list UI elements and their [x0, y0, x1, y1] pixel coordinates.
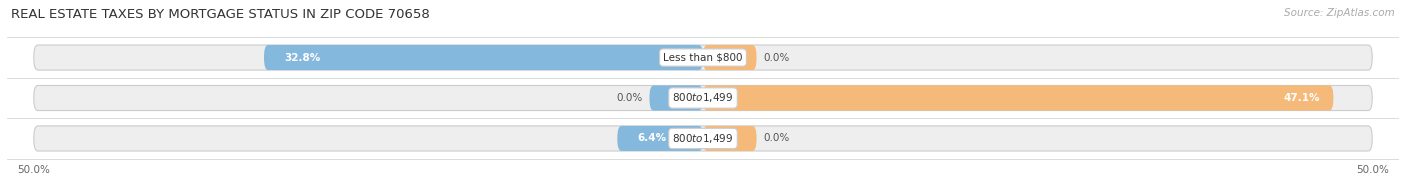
- Text: $800 to $1,499: $800 to $1,499: [672, 132, 734, 145]
- Text: 0.0%: 0.0%: [763, 53, 790, 63]
- FancyBboxPatch shape: [617, 126, 703, 151]
- Text: 0.0%: 0.0%: [763, 133, 790, 143]
- FancyBboxPatch shape: [703, 126, 756, 151]
- Text: Less than $800: Less than $800: [664, 53, 742, 63]
- Text: 47.1%: 47.1%: [1284, 93, 1320, 103]
- FancyBboxPatch shape: [264, 45, 703, 70]
- FancyBboxPatch shape: [703, 45, 756, 70]
- Text: Source: ZipAtlas.com: Source: ZipAtlas.com: [1284, 8, 1395, 18]
- FancyBboxPatch shape: [34, 85, 1372, 111]
- FancyBboxPatch shape: [34, 45, 1372, 70]
- Text: 32.8%: 32.8%: [284, 53, 321, 63]
- Text: $800 to $1,499: $800 to $1,499: [672, 92, 734, 104]
- FancyBboxPatch shape: [650, 85, 703, 111]
- Text: 0.0%: 0.0%: [616, 93, 643, 103]
- FancyBboxPatch shape: [34, 126, 1372, 151]
- Text: REAL ESTATE TAXES BY MORTGAGE STATUS IN ZIP CODE 70658: REAL ESTATE TAXES BY MORTGAGE STATUS IN …: [11, 8, 430, 21]
- FancyBboxPatch shape: [703, 85, 1333, 111]
- Text: 6.4%: 6.4%: [637, 133, 666, 143]
